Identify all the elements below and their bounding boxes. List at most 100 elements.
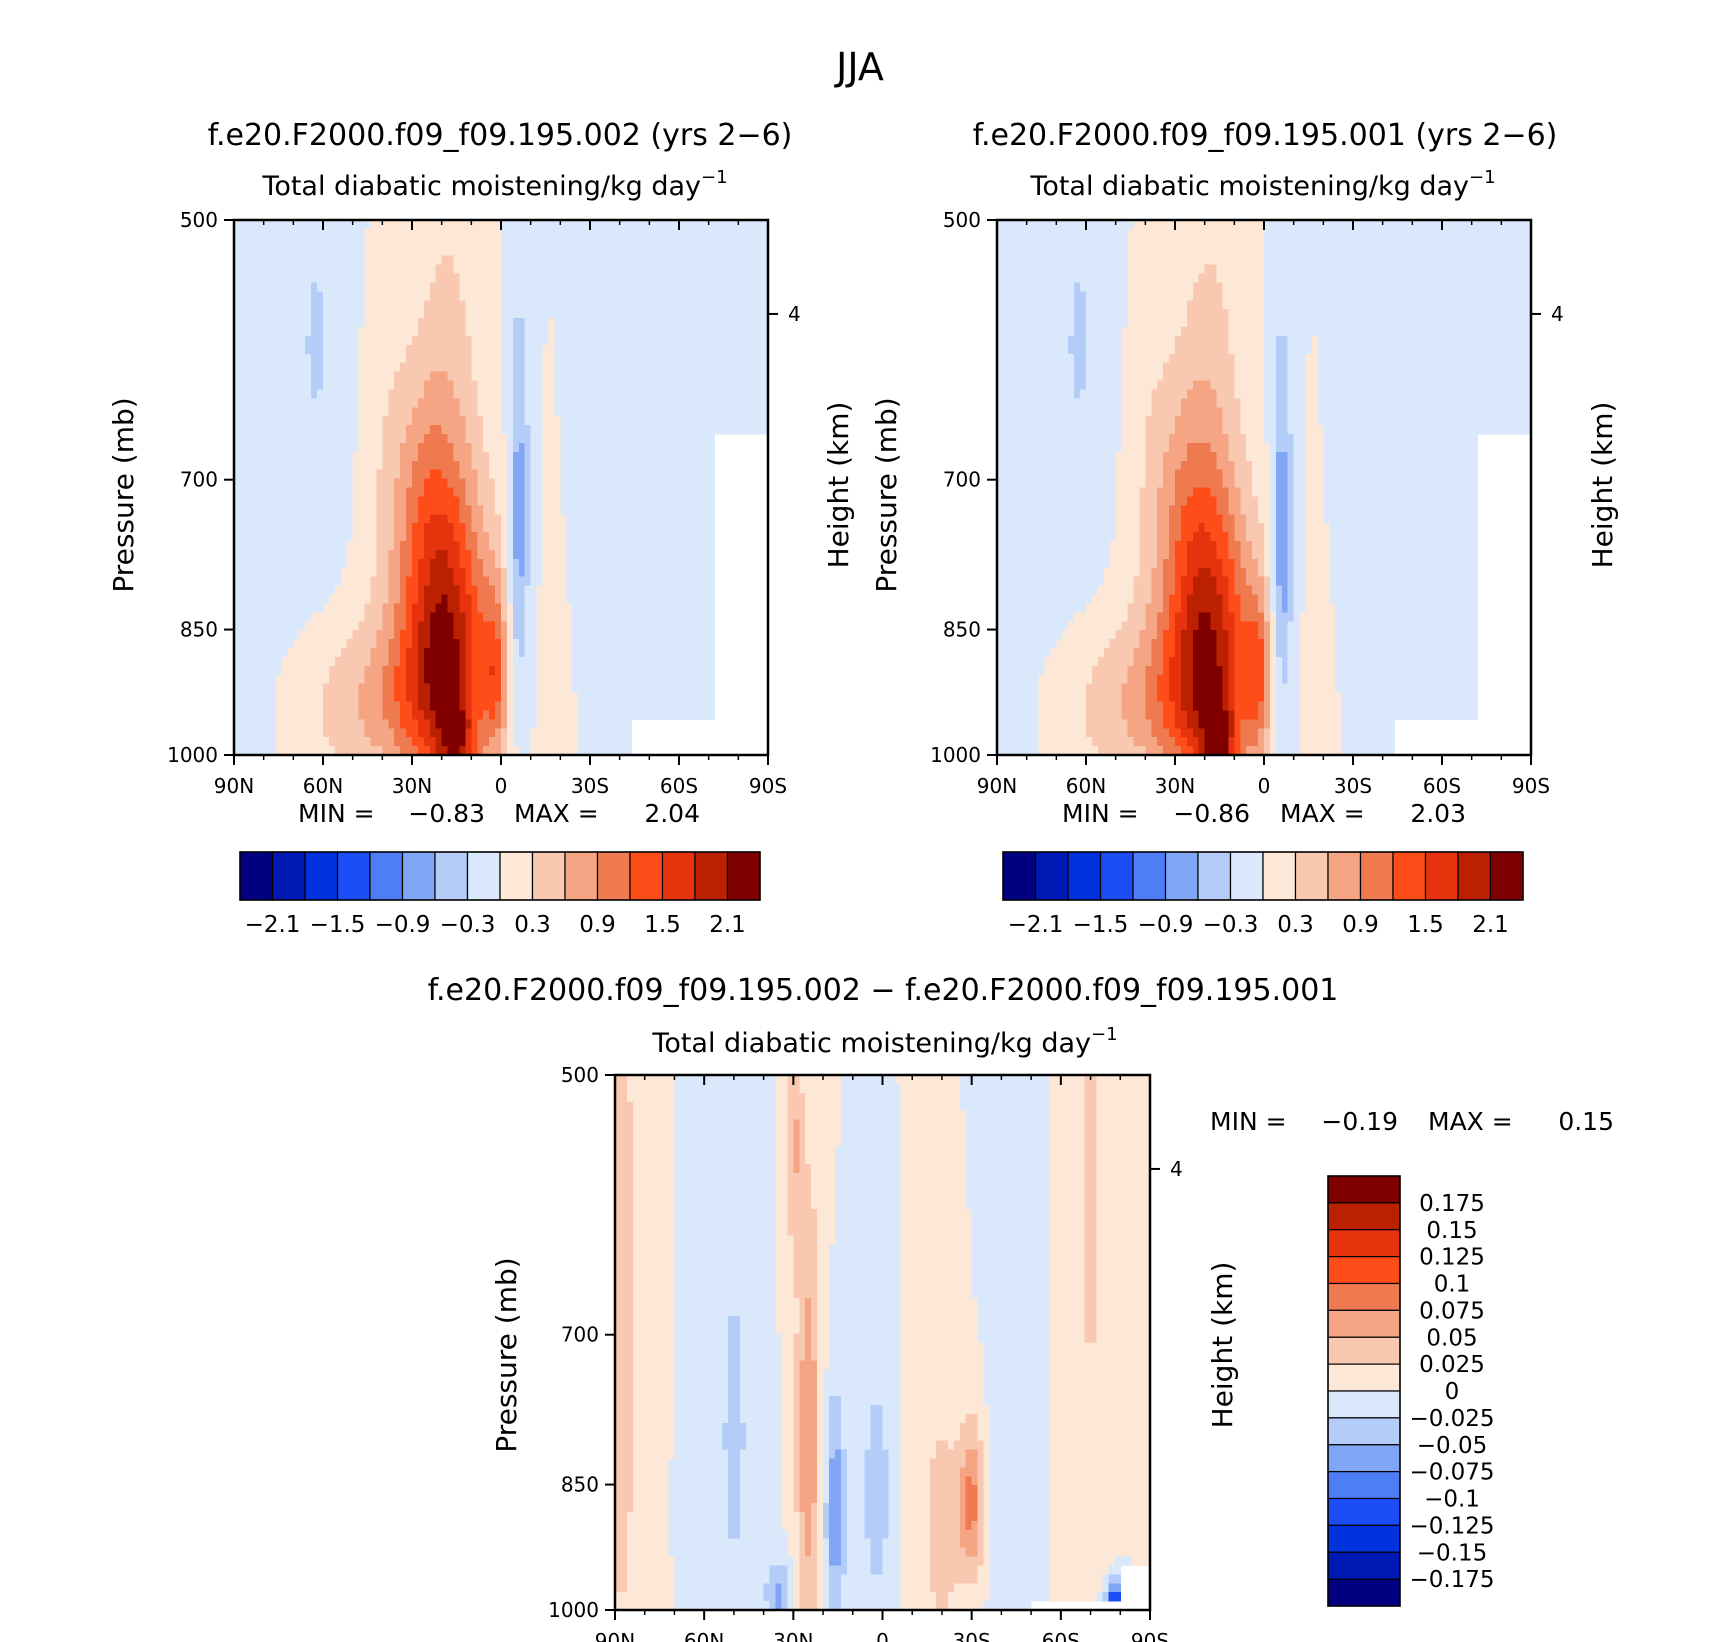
heatmap-cell bbox=[447, 674, 455, 685]
heatmap-cell bbox=[690, 327, 698, 337]
heatmap-cell bbox=[696, 291, 704, 301]
heatmap-cell bbox=[311, 496, 318, 506]
heatmap-cell bbox=[370, 220, 377, 230]
heatmap-cell bbox=[554, 460, 561, 471]
heatmap-cell bbox=[358, 425, 366, 435]
heatmap-cell bbox=[346, 362, 354, 373]
heatmap-cell bbox=[234, 335, 241, 346]
heatmap-cell bbox=[435, 398, 443, 408]
heatmap-cell bbox=[667, 228, 674, 239]
heatmap-cell bbox=[655, 674, 662, 685]
heatmap-cell bbox=[299, 665, 306, 676]
heatmap-cell bbox=[417, 344, 425, 355]
heatmap-cell bbox=[661, 558, 668, 569]
heatmap-cell bbox=[542, 523, 550, 533]
heatmap-cell bbox=[465, 353, 472, 364]
heatmap-cell bbox=[619, 416, 627, 426]
heatmap-cell bbox=[364, 300, 372, 310]
heatmap-cell bbox=[334, 505, 342, 515]
heatmap-cell bbox=[601, 318, 609, 328]
heatmap-cell bbox=[364, 469, 372, 480]
heatmap-cell bbox=[305, 282, 312, 292]
heatmap-cell bbox=[340, 523, 348, 533]
heatmap-cell bbox=[275, 228, 283, 239]
heatmap-cell bbox=[584, 585, 591, 596]
heatmap-cell bbox=[234, 425, 241, 435]
heatmap-cell bbox=[435, 737, 443, 747]
heatmap-cell bbox=[501, 380, 508, 391]
heatmap-cell bbox=[477, 442, 484, 453]
heatmap-cell bbox=[245, 451, 253, 462]
heatmap-cell bbox=[643, 300, 650, 310]
heatmap-cell bbox=[269, 603, 277, 613]
heatmap-cell bbox=[400, 291, 407, 301]
heatmap-cell bbox=[293, 567, 300, 578]
heatmap-cell bbox=[328, 416, 336, 426]
heatmap-cell bbox=[566, 469, 573, 480]
heatmap-cell bbox=[239, 371, 247, 382]
heatmap-cell bbox=[234, 719, 241, 729]
heatmap-cell bbox=[548, 567, 555, 578]
heatmap-cell bbox=[245, 434, 253, 444]
heatmap-cell bbox=[501, 434, 508, 444]
heatmap-cell bbox=[352, 362, 360, 373]
heatmap-cell bbox=[708, 246, 716, 257]
heatmap-cell bbox=[429, 353, 437, 364]
heatmap-cell bbox=[358, 683, 366, 694]
heatmap-cell bbox=[512, 220, 520, 230]
heatmap-cell bbox=[684, 558, 692, 569]
heatmap-cell bbox=[506, 389, 514, 399]
heatmap-cell bbox=[655, 656, 662, 667]
heatmap-cell bbox=[465, 496, 472, 506]
heatmap-cell bbox=[643, 389, 650, 399]
heatmap-cell bbox=[417, 692, 425, 703]
heatmap-cell bbox=[417, 656, 425, 667]
heatmap-cell bbox=[512, 237, 520, 248]
heatmap-cell bbox=[370, 389, 377, 399]
heatmap-cell bbox=[251, 442, 259, 453]
heatmap-cell bbox=[317, 728, 324, 738]
heatmap-cell bbox=[293, 496, 300, 506]
heatmap-cell bbox=[483, 469, 490, 480]
heatmap-cell bbox=[684, 549, 692, 560]
heatmap-cell bbox=[323, 460, 330, 471]
heatmap-cell bbox=[382, 585, 389, 596]
heatmap-cell bbox=[417, 264, 425, 275]
heatmap-cell bbox=[441, 335, 449, 346]
heatmap-cell bbox=[447, 737, 455, 747]
heatmap-cell bbox=[471, 558, 478, 569]
heatmap-cell bbox=[412, 487, 419, 498]
heatmap-cell bbox=[465, 335, 472, 346]
heatmap-cell bbox=[340, 505, 348, 515]
heatmap-cell bbox=[406, 478, 413, 489]
heatmap-cell bbox=[459, 701, 466, 712]
heatmap-cell bbox=[340, 603, 348, 613]
heatmap-cell bbox=[477, 719, 484, 729]
heatmap-cell bbox=[376, 728, 383, 738]
heatmap-cell bbox=[435, 407, 443, 417]
heatmap-cell bbox=[269, 514, 277, 524]
heatmap-cell bbox=[655, 309, 662, 319]
heatmap-cell bbox=[346, 309, 354, 319]
heatmap-cell bbox=[323, 264, 330, 275]
heatmap-cell bbox=[429, 656, 437, 667]
heatmap-cell bbox=[637, 648, 644, 658]
heatmap-cell bbox=[412, 362, 419, 373]
heatmap-cell bbox=[595, 728, 603, 738]
heatmap-cell bbox=[269, 246, 277, 257]
heatmap-cell bbox=[299, 567, 306, 578]
heatmap-cell bbox=[637, 603, 644, 613]
heatmap-cell bbox=[465, 309, 472, 319]
heatmap-cell bbox=[382, 371, 389, 382]
heatmap-cell bbox=[317, 648, 324, 658]
heatmap-cell bbox=[281, 585, 288, 596]
heatmap-cell bbox=[590, 656, 597, 667]
heatmap-cell bbox=[524, 318, 532, 328]
heatmap-cell bbox=[726, 318, 733, 328]
heatmap-cell bbox=[619, 567, 627, 578]
heatmap-cell bbox=[358, 639, 366, 649]
heatmap-cell bbox=[572, 603, 579, 613]
heatmap-cell bbox=[489, 220, 496, 230]
heatmap-cell bbox=[394, 416, 401, 426]
heatmap-cell bbox=[595, 451, 603, 462]
